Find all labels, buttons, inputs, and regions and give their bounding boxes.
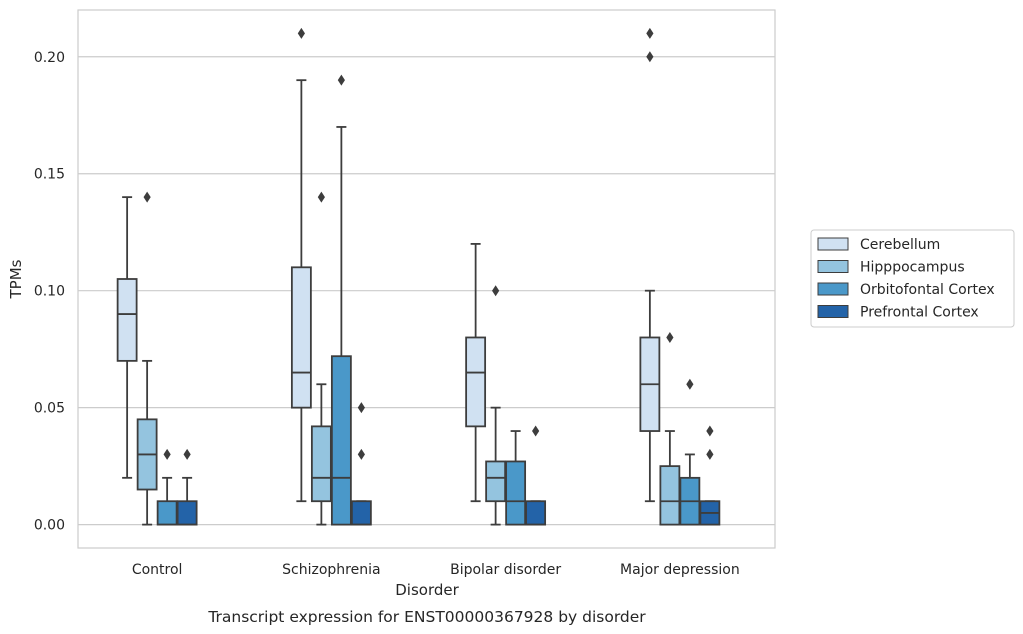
box-cerebellum	[465, 243, 487, 503]
legend-label: Cerebellum	[860, 237, 940, 253]
box-hipppocampus	[659, 331, 681, 526]
legend-frame	[810, 229, 1015, 328]
box-prefrontal-cortex	[350, 402, 372, 526]
legend-swatch	[817, 282, 849, 296]
outlier-point	[686, 378, 694, 390]
box-iqr	[465, 336, 487, 428]
box-iqr	[310, 425, 332, 503]
outlier-point	[706, 448, 714, 460]
box-iqr	[525, 500, 547, 526]
box-orbitofontal-cortex	[156, 448, 178, 526]
outlier-point	[143, 191, 151, 203]
outlier-point	[337, 74, 345, 86]
box-iqr	[485, 460, 507, 503]
box-hipppocampus	[485, 285, 507, 526]
y-axis-title: TPMs	[7, 259, 25, 299]
box-cerebellum	[290, 27, 312, 503]
box-prefrontal-cortex	[176, 448, 198, 526]
outlier-point	[357, 448, 365, 460]
y-tick-label: 0.05	[34, 401, 65, 417]
box-orbitofontal-cortex	[330, 74, 352, 526]
outlier-point	[317, 191, 325, 203]
box-hipppocampus	[136, 191, 158, 526]
y-tick-label: 0.00	[34, 518, 65, 534]
outlier-point	[666, 331, 674, 343]
boxes	[116, 27, 721, 526]
outlier-point	[492, 285, 500, 297]
x-axis-title: Disorder	[395, 581, 459, 599]
legend-swatch	[817, 260, 849, 273]
box-iqr	[659, 465, 681, 526]
x-tick-label: Bipolar disorder	[450, 562, 561, 578]
x-tick-label: Control	[132, 562, 183, 578]
legend-label: Orbitofontal Cortex	[860, 282, 995, 298]
box-iqr	[156, 500, 178, 526]
outlier-point	[183, 448, 191, 460]
box-iqr	[116, 278, 138, 362]
y-tick-label: 0.20	[34, 50, 65, 66]
outlier-point	[646, 51, 654, 63]
chart-caption: Transcript expression for ENST0000036792…	[207, 608, 646, 626]
legend-label: Hipppocampus	[860, 260, 965, 276]
box-orbitofontal-cortex	[505, 430, 527, 526]
x-tick-labels: Control Schizophrenia Bipolar disorder Majo…	[132, 562, 740, 578]
box-cerebellum	[639, 27, 661, 503]
box-iqr	[290, 266, 312, 409]
box-hipppocampus	[310, 191, 332, 526]
plot-area	[77, 9, 776, 549]
box-prefrontal-cortex	[699, 425, 721, 526]
y-tick-label: 0.10	[34, 284, 65, 300]
box-iqr	[350, 500, 372, 526]
outlier-point	[532, 425, 540, 437]
outlier-point	[163, 448, 171, 460]
legend: Cerebellum Hipppocampus Orbitofontal Corte…	[810, 229, 1015, 328]
outlier-point	[357, 402, 365, 414]
y-tick-labels: 0.00 0.05 0.10 0.15 0.20	[34, 50, 65, 534]
box-orbitofontal-cortex	[679, 378, 701, 526]
legend-swatch	[817, 305, 849, 318]
legend-label: Prefrontal Cortex	[860, 305, 979, 321]
outlier-point	[706, 425, 714, 437]
x-tick-label: Schizophrenia	[282, 562, 380, 578]
outlier-point	[297, 27, 305, 39]
box-iqr	[505, 460, 527, 526]
box-prefrontal-cortex	[525, 425, 547, 526]
box-cerebellum	[116, 196, 138, 479]
y-tick-label: 0.15	[34, 167, 65, 183]
box-iqr	[176, 500, 198, 526]
outlier-point	[646, 27, 654, 39]
legend-swatch	[817, 237, 849, 251]
x-tick-label: Major depression	[620, 562, 740, 578]
box-iqr	[330, 355, 352, 526]
